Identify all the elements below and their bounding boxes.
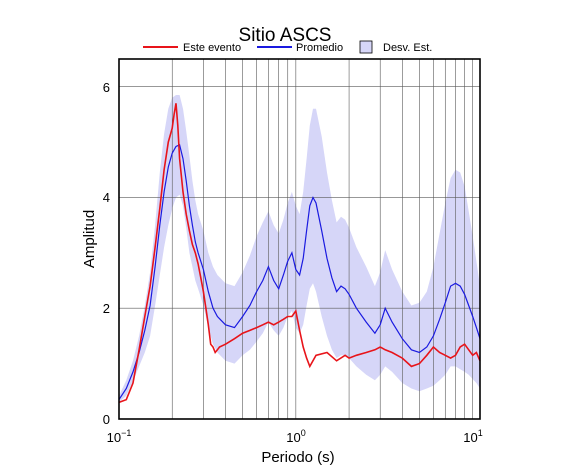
legend-swatch-desv-est: [359, 40, 373, 54]
y-tick-label: 2: [103, 301, 110, 316]
y-axis: 0 2 4 6: [103, 80, 110, 427]
std-dev-band: [119, 95, 480, 403]
series-line-este-evento: [118, 103, 481, 404]
y-tick-label: 4: [103, 190, 110, 205]
legend-label-este-evento: Este evento: [183, 42, 241, 54]
x-axis-label: Periodo (s): [261, 449, 334, 466]
legend-label-promedio: Promedio: [296, 42, 343, 54]
plot-frame: [118, 58, 481, 420]
x-tick-label: 10−1: [107, 428, 132, 445]
y-tick-label: 6: [103, 80, 110, 95]
x-tick-label: 100: [286, 428, 305, 445]
legend-label-desv-est: Desv. Est.: [383, 42, 432, 54]
chart-title: Sitio ASCS: [239, 25, 332, 46]
plot-area: [118, 58, 481, 420]
x-tick-label: 101: [463, 428, 482, 445]
series-line-promedio: [118, 143, 481, 400]
x-axis: 10−1 100 101: [107, 428, 483, 445]
y-axis-label: Amplitud: [81, 210, 98, 268]
y-tick-label: 0: [103, 412, 110, 427]
legend: Este evento Promedio Desv. Est.: [143, 40, 432, 54]
